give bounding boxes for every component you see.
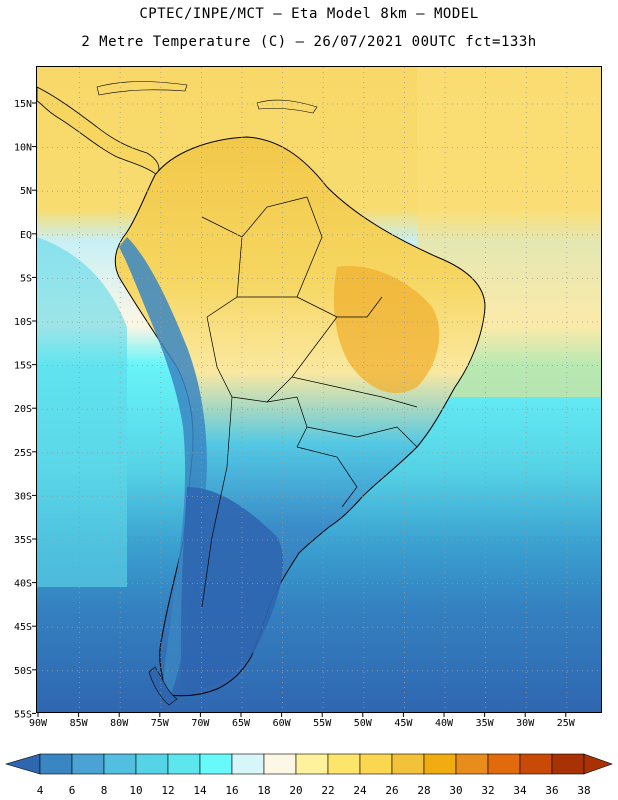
longitude-label: 30W [516, 718, 535, 729]
colorbar-label: 16 [225, 784, 238, 797]
colorbar-label: 8 [101, 784, 108, 797]
colorbar-swatch [487, 753, 521, 775]
latitude-label: 15N [14, 99, 32, 110]
latitude-label: 20S [14, 404, 32, 415]
colorbar-swatch [551, 753, 585, 775]
colorbar-swatch [455, 753, 489, 775]
map-title-line1: CPTEC/INPE/MCT – Eta Model 8km – MODEL [139, 6, 479, 22]
longitude-label: 60W [273, 718, 292, 729]
colorbar-swatch [231, 753, 265, 775]
map-title-line2: 2 Metre Temperature (C) – 26/07/2021 00U… [81, 34, 537, 50]
colorbar-label: 18 [257, 784, 270, 797]
colorbar-label: 32 [481, 784, 494, 797]
brazil-warm-core [333, 266, 440, 394]
colorbar-swatch [39, 753, 73, 775]
latitude-label: 55S [14, 709, 32, 720]
longitude-labels: 90W 85W 80W 75W 70W 65W 60W 55W 50W 45W 40W 35W 30W 2… [29, 713, 576, 729]
latitude-label: 15S [14, 361, 32, 372]
colorbar-label: 4 [37, 784, 44, 797]
longitude-label: 80W [110, 718, 129, 729]
colorbar-label: 38 [577, 784, 590, 797]
colorbar: 4 6 8 10 12 14 16 18 20 22 24 26 28 30 32 34 36 38 [4, 753, 613, 797]
longitude-label: 75W [151, 718, 170, 729]
latitude-label: 5N [20, 186, 32, 197]
colorbar-swatch [199, 753, 233, 775]
longitude-label: 50W [354, 718, 373, 729]
colorbar-label: 10 [129, 784, 142, 797]
colorbar-label: 20 [289, 784, 302, 797]
colorbar-swatch [391, 753, 425, 775]
colorbar-swatch [71, 753, 105, 775]
latitude-label: 10S [14, 317, 32, 328]
longitude-label: 70W [191, 718, 210, 729]
colorbar-swatch [519, 753, 553, 775]
latitude-label: 40S [14, 579, 32, 590]
colorbar-label: 12 [161, 784, 174, 797]
colorbar-swatch [327, 753, 361, 775]
country-borders [201, 196, 418, 608]
longitude-label: 25W [557, 718, 576, 729]
longitude-label: 55W [313, 718, 332, 729]
colorbar-swatch [423, 753, 457, 775]
colorbar-swatch [295, 753, 329, 775]
colorbar-swatch [359, 753, 393, 775]
colorbar-label: 36 [545, 784, 558, 797]
colorbar-swatch [263, 753, 297, 775]
temperature-map [37, 67, 601, 712]
latitude-label: 25S [14, 448, 32, 459]
colorbar-label: 22 [321, 784, 334, 797]
latitude-labels: 15N 10N 5N EQ 5S 10S 15S 20S 25S 30S 35S 40S 45S 50S 5… [14, 99, 36, 720]
longitude-label: 65W [232, 718, 251, 729]
colorbar-label: 30 [449, 784, 462, 797]
colorbar-swatches [4, 753, 613, 775]
colorbar-label: 34 [513, 784, 527, 797]
caribbean-islands-east [256, 99, 318, 114]
longitude-label: 90W [29, 718, 48, 729]
tierra-del-fuego [148, 666, 178, 706]
colorbar-high-arrow [583, 753, 613, 775]
longitude-label: 40W [435, 718, 454, 729]
pacific-cool-tongue [37, 237, 127, 587]
colorbar-low-arrow [4, 753, 41, 775]
map-panel[interactable] [36, 66, 602, 713]
caribbean-islands [96, 81, 188, 96]
colorbar-swatch [103, 753, 137, 775]
longitude-label: 85W [70, 718, 89, 729]
colorbar-label: 26 [385, 784, 398, 797]
longitude-label: 35W [476, 718, 495, 729]
longitude-label: 45W [394, 718, 413, 729]
colorbar-label: 24 [353, 784, 367, 797]
latitude-label: 35S [14, 535, 32, 546]
latitude-label: 45S [14, 622, 32, 633]
colorbar-labels: 4 6 8 10 12 14 16 18 20 22 24 26 28 30 32 34 36 38 [37, 784, 591, 797]
latitude-label: 50S [14, 666, 32, 677]
colorbar-label: 28 [417, 784, 430, 797]
latitude-label: 30S [14, 491, 32, 502]
colorbar-swatch [135, 753, 169, 775]
latitude-label: 10N [14, 143, 32, 154]
colorbar-label: 14 [193, 784, 207, 797]
latitude-label: 5S [20, 273, 32, 284]
latitude-label: EQ [20, 230, 32, 241]
colorbar-label: 6 [69, 784, 76, 797]
patagonia-cold [180, 487, 284, 692]
colorbar-swatch [167, 753, 201, 775]
